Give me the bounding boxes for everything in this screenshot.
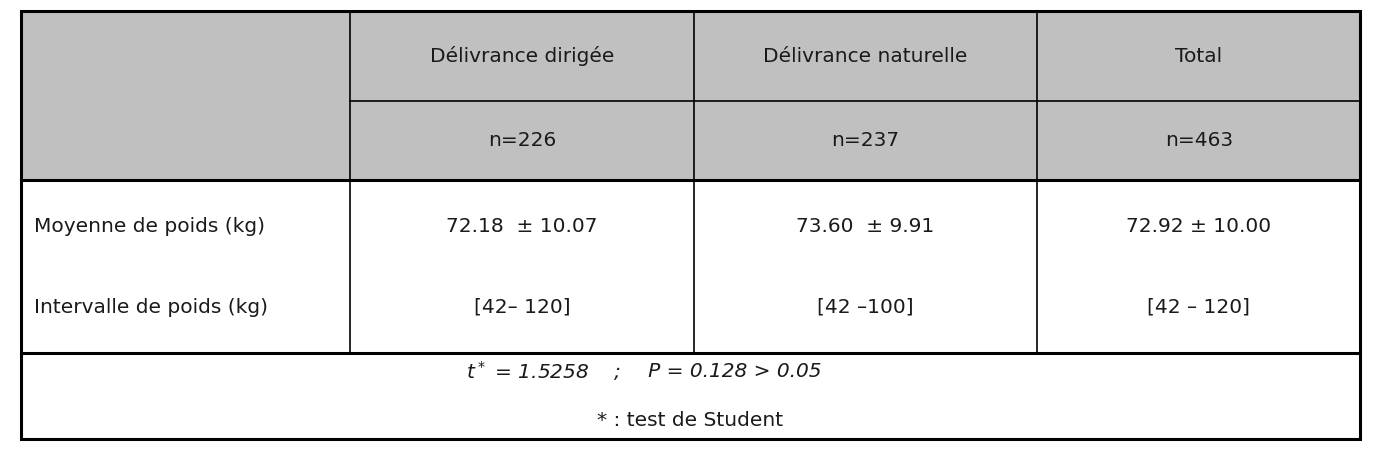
Text: $t^*$ = 1.5258    ;: $t^*$ = 1.5258 ; (466, 359, 621, 383)
Text: n=226: n=226 (488, 131, 556, 150)
Bar (21, 180, 350, 353)
Bar (21, 353, 1360, 439)
Bar (350, 180, 694, 353)
Text: [42 –100]: [42 –100] (818, 297, 914, 317)
Text: Délivrance naturelle: Délivrance naturelle (764, 47, 967, 66)
Bar (1037, 11, 1360, 180)
Text: 72.92 ± 10.00: 72.92 ± 10.00 (1127, 216, 1271, 236)
Text: 73.60  ± 9.91: 73.60 ± 9.91 (797, 216, 934, 236)
Text: Délivrance dirigée: Délivrance dirigée (430, 46, 614, 66)
Text: Intervalle de poids (kg): Intervalle de poids (kg) (34, 297, 268, 317)
Bar (21, 11, 350, 180)
Bar (350, 11, 694, 180)
Bar (694, 180, 1037, 353)
Text: [42– 120]: [42– 120] (474, 297, 570, 317)
Text: * : test de Student: * : test de Student (598, 411, 783, 430)
Text: P = 0.128 > 0.05: P = 0.128 > 0.05 (628, 362, 822, 381)
Text: Moyenne de poids (kg): Moyenne de poids (kg) (34, 216, 265, 236)
Text: n=237: n=237 (831, 131, 900, 150)
Bar (694, 11, 1037, 180)
Text: [42 – 120]: [42 – 120] (1147, 297, 1250, 317)
Text: 72.18  ± 10.07: 72.18 ± 10.07 (447, 216, 598, 236)
Text: Total: Total (1175, 47, 1223, 66)
Text: n=463: n=463 (1165, 131, 1232, 150)
Bar (1037, 180, 1360, 353)
